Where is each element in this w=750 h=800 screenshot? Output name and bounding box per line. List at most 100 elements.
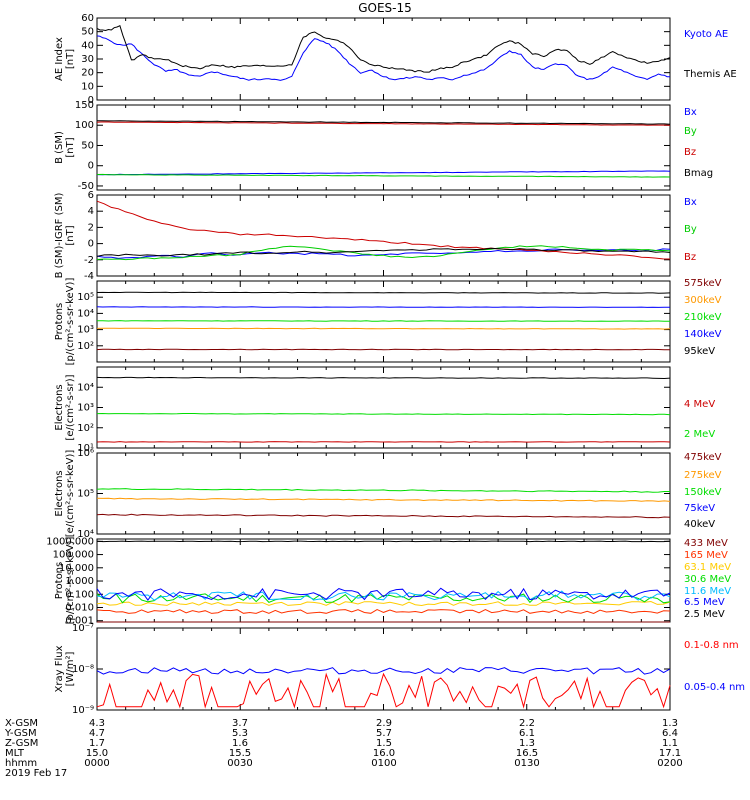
panel-frame <box>96 452 671 535</box>
y-tick-label: 0 <box>88 95 94 106</box>
series-line <box>96 245 671 261</box>
series-line <box>96 170 671 176</box>
y-axis-label: B (SM)[nT] <box>54 131 76 164</box>
panel-frame <box>96 538 671 623</box>
series-line <box>96 291 671 294</box>
ephemeris-label: MLT <box>5 748 25 759</box>
series-line <box>96 327 671 330</box>
series-line <box>96 587 671 601</box>
legend-label: 150keV <box>684 487 722 498</box>
series-line <box>96 376 671 380</box>
y-axis-label: Xray Flux[W/m²] <box>54 645 76 692</box>
panel-frame <box>96 104 671 191</box>
y-tick-label: 0 <box>88 161 94 172</box>
y-tick-label: 10⁻⁸ <box>72 664 94 675</box>
legend-label: 165 MeV <box>684 550 728 561</box>
series-line <box>96 412 671 416</box>
legend-label: Bx <box>684 197 697 208</box>
panel-frame <box>96 366 671 449</box>
y-tick-label: 10² <box>77 341 94 352</box>
ephemeris-value: 15.0 <box>86 748 108 759</box>
panel-frame <box>96 17 671 101</box>
ephemeris-table: X-GSM 4.3 3.7 2.9 2.2 1.3 Y-GSM 4.7 5.3 5.7 6.1 6.4… <box>4 718 683 779</box>
y-axis-label: B (SM)-IGRF (SM)[nT] <box>54 193 76 279</box>
y-tick-label: 10⁴ <box>77 529 94 540</box>
legend-label: By <box>684 224 697 235</box>
legend-label: 2.5 MeV <box>684 609 725 620</box>
series-line <box>96 306 670 308</box>
legend-label: 0.05-0.4 nm <box>684 682 745 693</box>
y-tick-label: 10⁵ <box>77 292 94 303</box>
legend-label: Bz <box>684 252 696 263</box>
y-tick-label: 10⁴ <box>77 382 94 393</box>
series-line <box>96 590 671 601</box>
series-line <box>96 200 671 260</box>
series-line <box>96 348 671 351</box>
y-axis-label: AE Index[nT] <box>54 37 76 81</box>
legend-label: 63.1 MeV <box>684 562 731 573</box>
legend-label: 475keV <box>684 452 722 463</box>
y-tick-label: 10.000 <box>59 563 94 574</box>
series-line <box>96 672 671 709</box>
ephemeris-value: 1.3 <box>519 738 535 749</box>
ephemeris-value: 1.6 <box>232 738 248 749</box>
series-line <box>96 35 671 81</box>
y-tick-label: 10⁻⁹ <box>72 705 94 716</box>
y-tick-label: -50 <box>78 181 94 192</box>
ephemeris-value: 17.1 <box>659 748 681 759</box>
ephemeris-value: 15.5 <box>229 748 251 759</box>
y-tick-label: 40 <box>81 40 94 51</box>
legend-label: 275keV <box>684 470 722 481</box>
ephemeris-label: X-GSM <box>5 718 38 729</box>
ephemeris-value: 4.7 <box>89 728 105 739</box>
series-line <box>96 593 671 604</box>
ephemeris-value: 1.5 <box>376 738 392 749</box>
panel-7: 0.001 0.010 0.100 1.000 10.000 100.000 1000.00… <box>46 536 731 626</box>
ephemeris-label: Y-GSM <box>4 728 37 739</box>
y-tick-label: 100 <box>75 120 94 131</box>
series-line <box>96 120 671 125</box>
y-tick-label: 0.010 <box>65 602 94 613</box>
y-tick-label: 6 <box>88 190 94 201</box>
y-tick-label: 10⁴ <box>77 308 94 319</box>
legend-label: By <box>684 126 697 137</box>
y-tick-label: 10⁵ <box>77 489 94 500</box>
panel-frame <box>96 194 671 277</box>
legend-label: 210keV <box>684 312 722 323</box>
legend-label: 0.1-0.8 nm <box>684 640 739 651</box>
legend-label: Bmag <box>684 168 713 179</box>
y-tick-label: -2 <box>84 255 94 266</box>
y-tick-label: 60 <box>81 13 94 24</box>
y-tick-label: 10³ <box>77 325 94 336</box>
legend-label: 140keV <box>684 329 722 340</box>
ephemeris-value: 5.3 <box>232 728 248 739</box>
ephemeris-value: 0030 <box>227 758 252 769</box>
y-axis-label: Electrons[e/(cm²-s-sr)] <box>54 374 76 440</box>
y-tick-label: 0 <box>88 239 94 250</box>
series-line <box>96 488 670 493</box>
plot-title: GOES-15 <box>358 1 412 15</box>
y-tick-label: 0.001 <box>65 616 94 627</box>
legend-label: 575keV <box>684 278 722 289</box>
y-tick-label: 10¹ <box>77 443 94 454</box>
y-tick-label: 100.000 <box>53 550 94 561</box>
legend-label: 30.6 MeV <box>684 574 731 585</box>
y-tick-label: 50 <box>81 140 94 151</box>
y-tick-label: 10² <box>77 423 94 434</box>
y-tick-label: 20 <box>81 68 94 79</box>
legend-label: 433 MeV <box>684 538 728 549</box>
ephemeris-value: 16.5 <box>516 748 538 759</box>
y-tick-label: 4 <box>88 206 94 217</box>
y-tick-label: 1.000 <box>65 576 94 587</box>
y-tick-label: 10⁻⁷ <box>72 623 94 634</box>
ephemeris-value: 3.7 <box>232 718 248 729</box>
series-line <box>96 173 671 178</box>
y-tick-label: 30 <box>81 54 94 65</box>
ephemeris-value: 2.9 <box>376 718 392 729</box>
series-line <box>96 513 671 519</box>
series-line <box>96 497 671 502</box>
panel-3: -4 -2 0 2 4 6 B (SM)-IGRF (SM)[nT] Bx By Bz <box>54 190 697 282</box>
